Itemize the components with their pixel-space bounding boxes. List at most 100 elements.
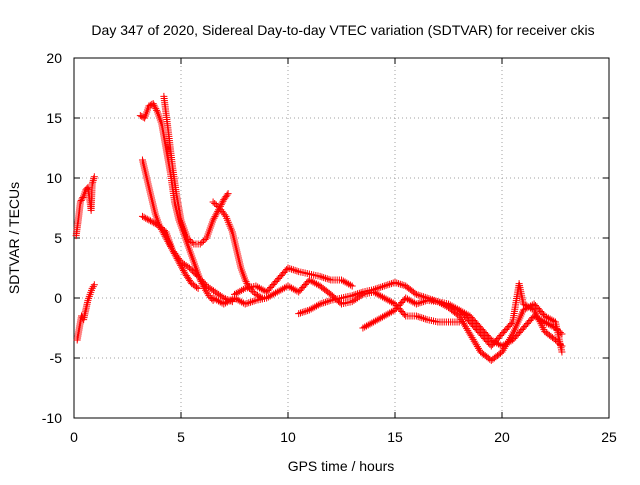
data-point — [277, 286, 285, 294]
data-point — [284, 264, 292, 272]
data-point — [199, 237, 207, 245]
data-point — [371, 285, 379, 293]
data-point — [366, 320, 374, 328]
data-point — [140, 213, 148, 221]
data-point — [384, 281, 392, 289]
data-point — [309, 304, 317, 312]
data-point — [252, 282, 260, 290]
data-point — [412, 290, 420, 298]
data-point — [304, 307, 312, 315]
data-point — [325, 297, 333, 305]
data-point — [338, 276, 345, 284]
data-point — [469, 335, 477, 343]
data-point — [88, 284, 96, 292]
data-point — [375, 284, 383, 292]
data-point — [357, 289, 365, 297]
data-point — [420, 298, 428, 306]
data-point — [218, 199, 226, 207]
data-point — [272, 289, 280, 297]
data-point — [416, 292, 424, 300]
data-point — [316, 300, 324, 308]
data-point — [421, 315, 429, 323]
data-point — [213, 296, 221, 304]
data-point — [142, 214, 150, 222]
data-point — [320, 274, 328, 282]
data-point — [250, 297, 258, 305]
data-point — [145, 102, 153, 110]
data-point — [405, 296, 413, 304]
data-point — [305, 276, 313, 284]
data-point — [289, 285, 297, 293]
data-point — [507, 334, 515, 342]
data-point — [318, 299, 326, 307]
data-point — [354, 290, 362, 298]
data-point — [355, 289, 363, 297]
data-point — [465, 328, 473, 336]
data-point — [183, 234, 191, 242]
data-point — [151, 220, 159, 228]
data-point — [364, 321, 372, 329]
data-point — [223, 191, 231, 199]
data-series-arc-08 — [231, 264, 356, 298]
data-point — [428, 296, 436, 304]
data-point — [503, 339, 511, 347]
data-point — [309, 278, 317, 286]
data-point — [252, 290, 260, 298]
data-point — [225, 297, 233, 305]
y-tick-label: 0 — [54, 290, 62, 306]
y-tick-label: 15 — [46, 110, 62, 126]
data-point — [238, 286, 246, 294]
data-point — [387, 280, 395, 288]
data-point — [420, 314, 428, 322]
data-point — [409, 298, 417, 306]
data-point — [544, 320, 552, 328]
data-point — [296, 309, 304, 317]
data-point — [464, 326, 472, 334]
data-point — [395, 280, 403, 288]
data-point — [558, 342, 566, 350]
x-tick-label: 10 — [280, 429, 296, 445]
data-point — [234, 296, 242, 304]
data-point — [382, 311, 390, 319]
data-point — [209, 294, 217, 302]
data-point — [222, 299, 230, 307]
data-point — [236, 297, 244, 305]
data-point — [239, 285, 247, 293]
data-point — [411, 289, 419, 297]
data-point — [467, 332, 475, 340]
data-point — [232, 295, 240, 303]
data-point — [89, 283, 97, 291]
axis-ticks: 0 5 10 15 20 25 -10 -5 0 5 10 15 20 — [42, 50, 617, 445]
data-point — [414, 313, 422, 321]
data-point — [461, 321, 469, 329]
data-point — [220, 294, 228, 302]
data-point — [193, 283, 201, 291]
data-point — [470, 337, 478, 345]
data-point — [268, 291, 276, 299]
data-series-arc-11 — [359, 294, 566, 364]
data-point — [212, 201, 220, 209]
data-point — [295, 310, 303, 318]
data-point — [558, 348, 566, 356]
data-point — [223, 298, 231, 306]
data-point — [418, 292, 426, 300]
x-tick-label: 0 — [70, 429, 78, 445]
data-point — [248, 298, 256, 306]
data-point — [305, 306, 313, 314]
data-point — [241, 300, 249, 308]
y-axis-label: SDTVAR / TECUs — [6, 182, 22, 294]
data-point — [198, 277, 206, 285]
data-point — [325, 275, 333, 283]
y-tick-label: -10 — [42, 410, 62, 426]
y-tick-label: -5 — [50, 350, 63, 366]
data-point — [245, 299, 253, 307]
data-point — [527, 304, 535, 312]
data-point — [416, 313, 424, 321]
data-point — [555, 339, 563, 347]
data-point — [418, 314, 426, 322]
data-point — [375, 291, 383, 299]
x-tick-label: 15 — [387, 429, 403, 445]
data-point — [242, 278, 250, 286]
data-point — [377, 314, 385, 322]
data-point — [346, 281, 354, 289]
